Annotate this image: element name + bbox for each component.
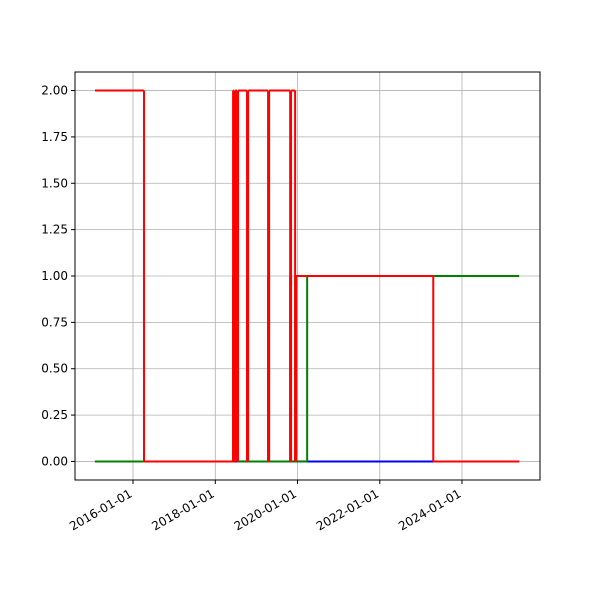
y-tick-label: 1.25 <box>41 223 68 237</box>
y-tick-label: 2.00 <box>41 84 68 98</box>
y-tick-label: 1.00 <box>41 269 68 283</box>
y-tick-label: 0.25 <box>41 408 68 422</box>
plot-frame <box>74 71 541 481</box>
y-tick-label: 1.50 <box>41 176 68 190</box>
y-tick-label: 0.75 <box>41 315 68 329</box>
y-tick-label: 1.75 <box>41 130 68 144</box>
y-tick-label: 0.50 <box>41 362 68 376</box>
y-tick-label: 0.00 <box>41 454 68 468</box>
